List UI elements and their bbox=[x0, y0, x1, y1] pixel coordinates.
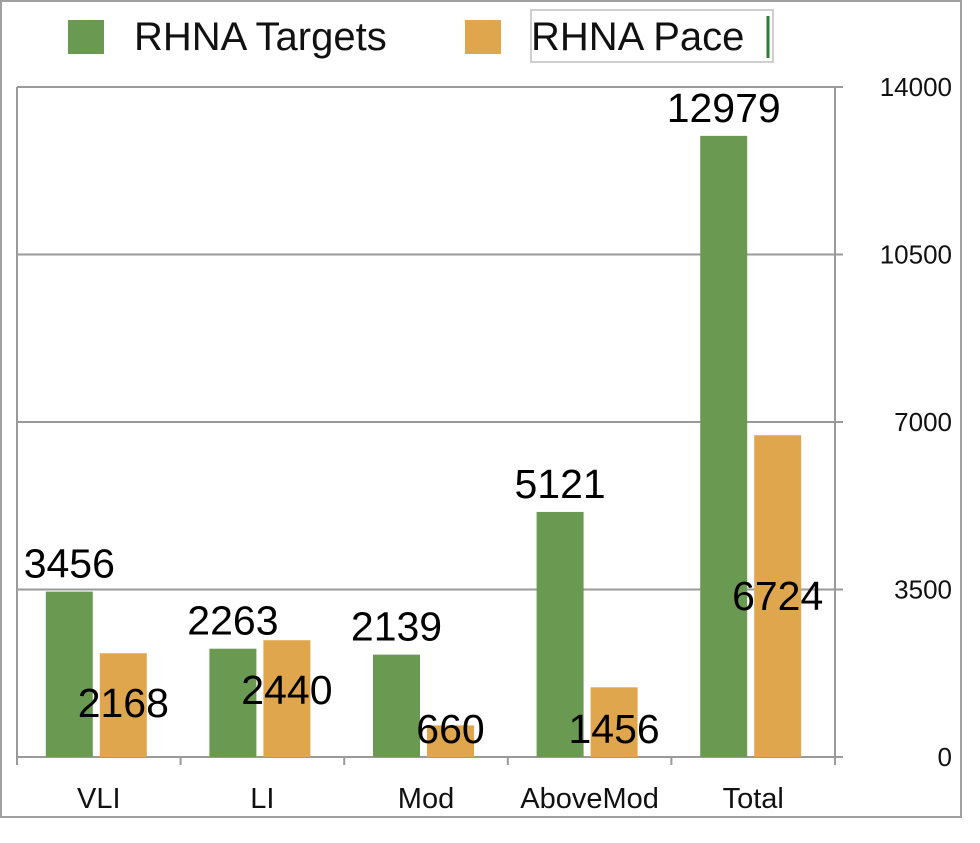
data-label-targets: 2139 bbox=[351, 604, 442, 650]
bar-rhna-targets bbox=[373, 654, 420, 757]
y-tick-label: 14000 bbox=[880, 72, 952, 102]
bars bbox=[45, 135, 802, 758]
legend: RHNA Targets RHNA Pace bbox=[68, 9, 774, 63]
bar-rhna-pace bbox=[427, 725, 474, 757]
data-labels: 3456 2168 2263 2440 2139 660 5121 1456 12979 6724 bbox=[24, 85, 824, 752]
data-label-pace: 2440 bbox=[241, 667, 332, 713]
legend-label-selection-box[interactable] bbox=[530, 9, 774, 63]
chart-frame bbox=[0, 0, 962, 818]
x-tick-label: AboveMod bbox=[520, 783, 659, 815]
bar-rhna-targets bbox=[536, 511, 584, 757]
data-label-targets: 3456 bbox=[24, 541, 115, 587]
data-label-pace: 660 bbox=[416, 706, 484, 752]
bar-rhna-targets bbox=[209, 648, 257, 757]
y-tick-label: 7000 bbox=[894, 407, 952, 437]
y-tick-label: 10500 bbox=[880, 240, 952, 270]
data-label-targets: 12979 bbox=[667, 85, 781, 131]
legend-label-targets: RHNA Targets bbox=[134, 15, 387, 59]
x-tick-label: Total bbox=[723, 783, 784, 815]
y-tick-label: 0 bbox=[938, 742, 952, 772]
legend-swatch-targets bbox=[68, 20, 104, 54]
y-axis-ticks: 0 3500 7000 10500 14000 bbox=[835, 72, 952, 772]
bar-rhna-targets bbox=[700, 135, 748, 758]
gridlines bbox=[17, 86, 835, 591]
data-label-pace: 1456 bbox=[568, 706, 659, 752]
bar-rhna-pace bbox=[263, 640, 311, 757]
bar-rhna-pace bbox=[754, 435, 802, 757]
x-tick-label: VLI bbox=[77, 783, 121, 815]
bar-rhna-pace bbox=[590, 687, 638, 757]
legend-label-pace: RHNA Pace bbox=[531, 15, 744, 59]
y-tick-label: 3500 bbox=[894, 575, 952, 605]
bar-rhna-pace bbox=[99, 653, 147, 757]
x-axis-ticks: VLI LI Mod AboveMod Total bbox=[16, 757, 836, 815]
data-label-pace: 6724 bbox=[732, 573, 823, 619]
x-tick-label: LI bbox=[250, 783, 274, 815]
data-label-targets: 5121 bbox=[514, 461, 605, 507]
bar-rhna-targets bbox=[45, 591, 93, 757]
legend-swatch-pace bbox=[465, 20, 501, 54]
data-label-pace: 2168 bbox=[78, 680, 169, 726]
x-tick-label: Mod bbox=[398, 783, 454, 815]
data-label-targets: 2263 bbox=[187, 598, 278, 644]
